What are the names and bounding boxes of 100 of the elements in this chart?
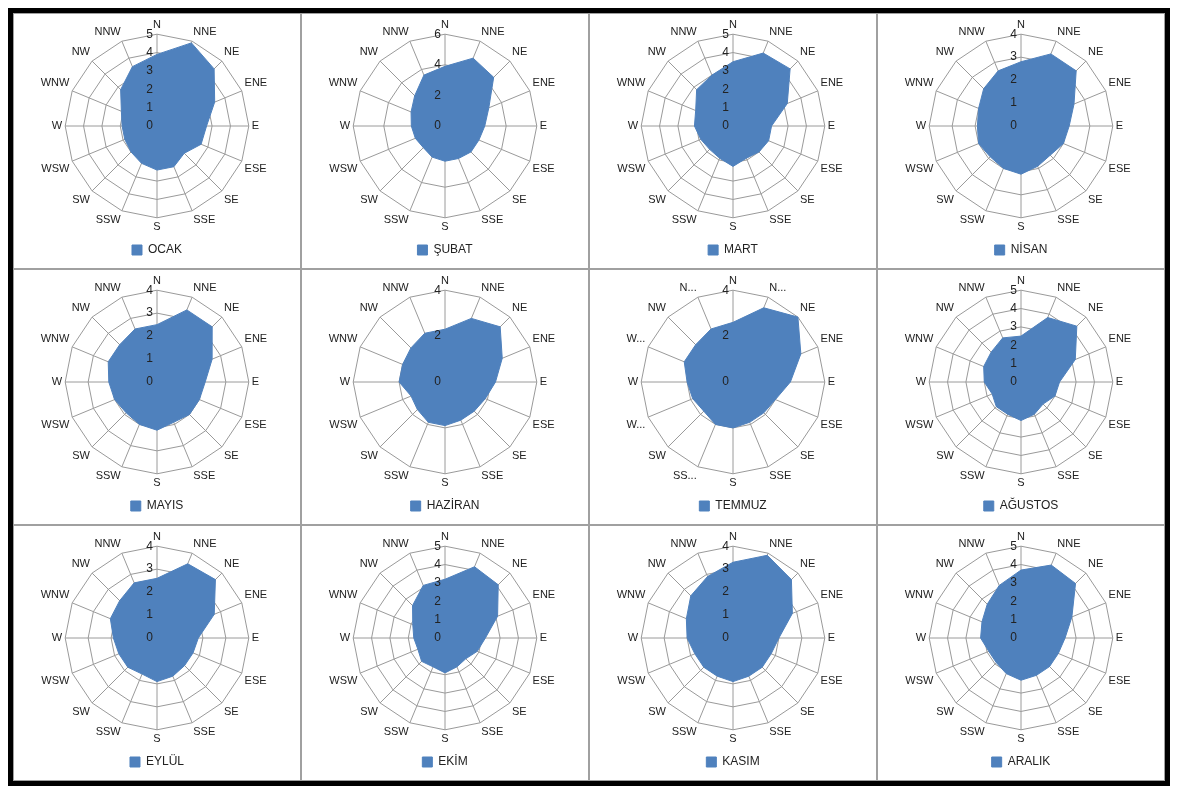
legend-label: ARALIK — [1007, 754, 1051, 769]
spoke-label: SSE — [481, 725, 504, 738]
spoke-label: SE — [800, 704, 815, 717]
spoke-label: NNE — [1057, 24, 1081, 37]
spoke-label: NNE — [481, 536, 505, 549]
spoke-label: SSE — [481, 469, 504, 482]
spoke-label: ENE — [532, 588, 556, 601]
spoke-label: W — [51, 631, 63, 644]
spoke-label: SE — [512, 704, 527, 717]
spoke-label: WSW — [905, 161, 935, 174]
y-tick-label: 4 — [1010, 26, 1018, 41]
spoke-label: SW — [648, 448, 667, 461]
y-tick-label: 4 — [722, 44, 730, 59]
spoke-label: E — [539, 119, 548, 132]
spoke-label: S — [729, 220, 737, 233]
y-tick-label: 0 — [1010, 118, 1018, 133]
y-tick-label: 0 — [146, 374, 154, 389]
spoke-label: E — [251, 375, 260, 388]
spoke-label: WNW — [328, 76, 359, 89]
spoke-label: SE — [1088, 704, 1103, 717]
spoke-label: NW — [935, 45, 955, 58]
legend-label: OCAK — [148, 242, 183, 257]
spoke-label: N — [441, 273, 450, 286]
spoke-label: NE — [224, 557, 240, 570]
spoke-label: ENE — [1108, 588, 1132, 601]
spoke-label: SE — [512, 448, 527, 461]
y-tick-label: 4 — [1010, 556, 1018, 571]
spoke-label: NE — [800, 557, 816, 570]
spoke-label: SSW — [383, 725, 410, 738]
spoke-label: NNE — [481, 280, 505, 293]
y-tick-label: 1 — [146, 99, 154, 114]
y-tick-label: 5 — [1010, 282, 1018, 297]
y-tick-label: 5 — [1010, 538, 1018, 553]
spoke-label: NNE — [769, 536, 793, 549]
legend-label: KASIM — [722, 754, 760, 769]
y-tick-label: 2 — [434, 87, 442, 102]
spoke-label: NNW — [670, 24, 698, 37]
spoke-label: NE — [512, 557, 528, 570]
spoke-label: NNW — [382, 536, 410, 549]
spoke-label: W — [339, 631, 351, 644]
y-tick-label: 3 — [722, 561, 730, 576]
spoke-label: E — [827, 119, 836, 132]
legend-label: MAYIS — [146, 498, 184, 513]
spoke-label: NW — [935, 301, 955, 314]
spoke-label: S — [153, 732, 161, 745]
spoke-label: ESE — [532, 161, 555, 174]
spoke-label: ENE — [244, 332, 268, 345]
spoke-label: S — [153, 476, 161, 489]
y-tick-label: 4 — [146, 538, 154, 553]
spoke-label: N — [153, 17, 162, 30]
spoke-label: WNW — [328, 332, 359, 345]
y-tick-label: 2 — [1010, 593, 1018, 608]
spoke-label: WNW — [904, 332, 935, 345]
spoke-label: WNW — [40, 76, 71, 89]
spoke-label: SSW — [95, 725, 122, 738]
y-tick-label: 0 — [1010, 630, 1018, 645]
spoke-label: E — [251, 631, 260, 644]
spoke-label: SS... — [672, 469, 697, 482]
spoke-label: N — [153, 529, 162, 542]
spoke-label: WSW — [329, 161, 359, 174]
spoke-label: SSW — [383, 213, 410, 226]
legend-label: EKİM — [438, 754, 468, 769]
spoke-label: ESE — [1108, 673, 1131, 686]
spoke-label: ENE — [820, 76, 844, 89]
spoke-label: S — [153, 220, 161, 233]
spoke-label: S — [441, 732, 449, 745]
spoke-label: N — [729, 273, 738, 286]
spoke-label: W — [51, 375, 63, 388]
spoke-label: SSW — [959, 725, 986, 738]
spoke-label: SE — [512, 192, 527, 205]
spoke-label: SSW — [959, 213, 986, 226]
spoke-label: WNW — [616, 588, 647, 601]
y-tick-label: 4 — [1010, 300, 1018, 315]
spoke-label: SSW — [383, 469, 410, 482]
spoke-label: SW — [936, 192, 955, 205]
spoke-label: WNW — [904, 588, 935, 601]
spoke-label: N — [153, 273, 162, 286]
y-tick-label: 1 — [1010, 355, 1018, 370]
legend-label: HAZİRAN — [426, 498, 480, 513]
spoke-label: NNW — [958, 24, 986, 37]
y-tick-label: 2 — [722, 328, 730, 343]
spoke-label: W — [627, 375, 639, 388]
spoke-label: NW — [71, 301, 91, 314]
spoke-label: ESE — [820, 417, 843, 430]
spoke-label: NNW — [382, 24, 410, 37]
y-tick-label: 3 — [1010, 575, 1018, 590]
legend-label: AĞUSTOS — [999, 497, 1059, 513]
y-tick-label: 1 — [1010, 611, 1018, 626]
spoke-label: NNW — [670, 536, 698, 549]
spoke-label: E — [539, 631, 548, 644]
spoke-label: NW — [359, 557, 379, 570]
y-tick-label: 2 — [1010, 337, 1018, 352]
spoke-label: NW — [71, 557, 91, 570]
spoke-label: NNE — [1057, 280, 1081, 293]
spoke-label: ENE — [1108, 332, 1132, 345]
spoke-label: SW — [648, 704, 667, 717]
spoke-label: WSW — [617, 161, 647, 174]
spoke-label: N... — [679, 280, 697, 293]
spoke-label: NE — [800, 301, 816, 314]
spoke-label: SE — [224, 704, 239, 717]
